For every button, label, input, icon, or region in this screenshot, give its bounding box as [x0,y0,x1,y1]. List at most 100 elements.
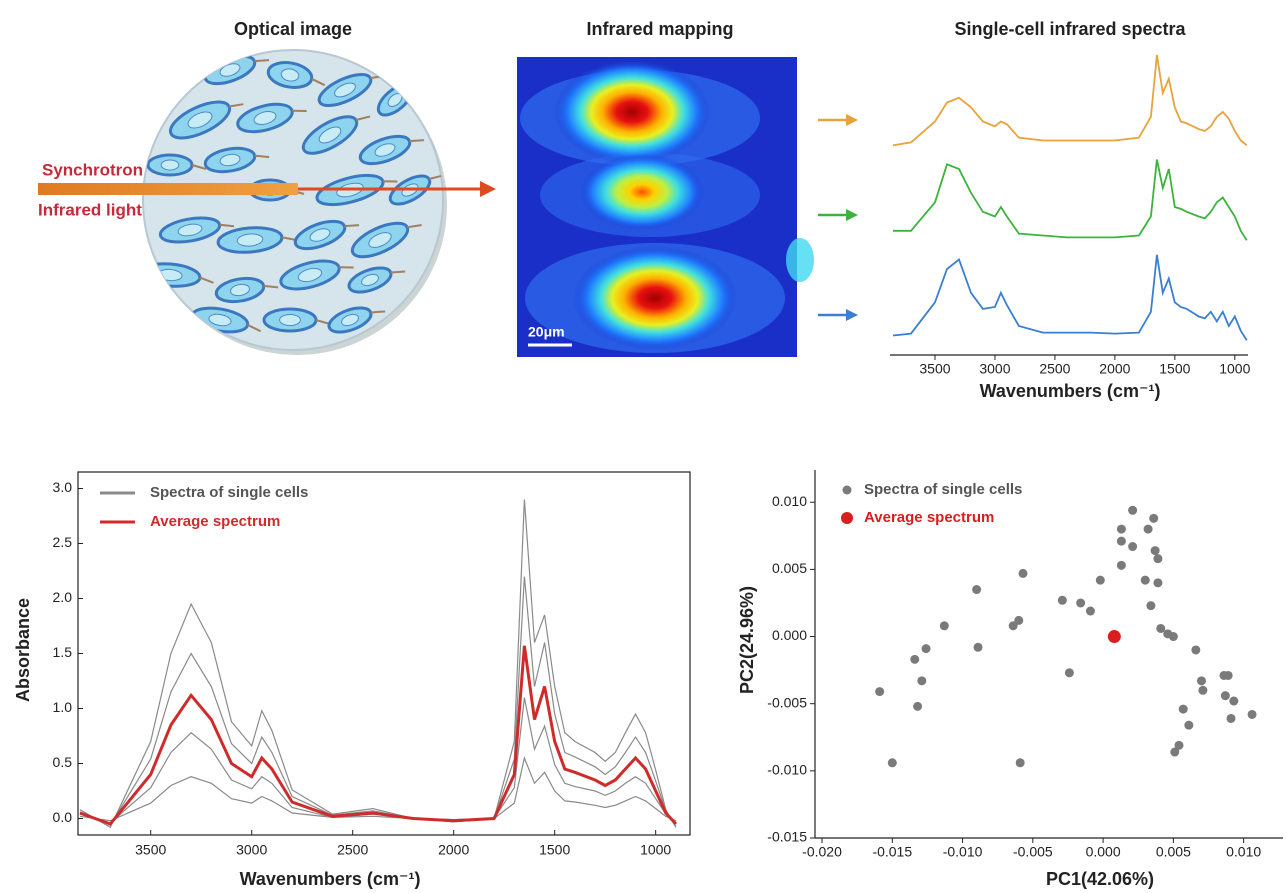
x-tick-label: 3500 [919,361,950,377]
point [1014,616,1023,625]
point [1170,748,1179,757]
x-tick-label: -0.010 [943,844,983,860]
x-tick-label: 1000 [1219,361,1250,377]
spectrum-line [893,55,1247,145]
legend-swatch [843,486,852,495]
point [1151,546,1160,555]
y-tick-label: 0.010 [772,493,807,509]
point [1221,691,1230,700]
point [1128,506,1137,515]
point [1117,561,1126,570]
x-tick-label: 2500 [337,842,368,858]
point [1149,514,1158,523]
nucleus [167,69,194,91]
y-tick-label: 0.5 [53,754,73,770]
x-tick-label: 1000 [640,842,671,858]
spectrum-line [80,646,676,824]
arrow-head [480,181,496,197]
point [1016,758,1025,767]
y-tick-label: 0.0 [53,809,73,825]
point [1019,569,1028,578]
point [1128,542,1137,551]
point [917,676,926,685]
point [910,655,919,664]
beam [38,183,298,195]
point [940,621,949,630]
arrow-head [846,209,858,221]
point [1184,721,1193,730]
y-tick-label: 0.000 [772,627,807,643]
nucleus [161,160,179,170]
y-tick-label: 3.0 [53,479,73,495]
y-axis-label: PC2(24.96%) [737,586,757,694]
x-axis-label: Wavenumbers (cm⁻¹) [240,869,421,889]
point [922,644,931,653]
y-tick-label: 1.5 [53,644,73,660]
point [1117,525,1126,534]
x-tick-label: 3000 [979,361,1010,377]
legend-label: Spectra of single cells [150,484,308,501]
cell-tail [410,78,423,90]
point [888,758,897,767]
heatmap-blob [580,154,704,230]
arrow-head [846,309,858,321]
scale-label: 20μm [528,324,565,340]
point [1224,671,1233,680]
y-tick-label: 0.005 [772,560,807,576]
nucleus [280,315,301,326]
x-tick-label: 1500 [539,842,570,858]
point [1058,596,1067,605]
point [1108,630,1121,643]
point [1146,601,1155,610]
y-tick-label: 1.0 [53,699,73,715]
x-tick-label: 2500 [1039,361,1070,377]
point [1086,607,1095,616]
legend-label: Average spectrum [864,509,994,526]
legend-swatch [841,512,853,524]
spectrum-line [893,160,1247,241]
x-tick-label: 3000 [236,842,267,858]
heatmap-blob [573,246,737,350]
point [1144,525,1153,534]
x-axis-label: PC1(42.06%) [1046,869,1154,889]
point [1153,578,1162,587]
figure: Optical image Synchrotron Infrared light… [0,0,1286,893]
y-tick-label: 2.0 [53,589,73,605]
legend-label: Spectra of single cells [864,481,1022,498]
point [1065,668,1074,677]
legend-label: Average spectrum [150,513,280,530]
point [1096,576,1105,585]
beam-label: Infrared light [38,200,142,219]
y-tick-label: -0.015 [767,829,807,845]
x-tick-label: 2000 [1099,361,1130,377]
panel-title: Infrared mapping [586,19,733,39]
heatmap-edge [786,238,814,282]
point [974,643,983,652]
point [1227,714,1236,723]
x-tick-label: 0.010 [1226,844,1261,860]
x-tick-label: 3500 [135,842,166,858]
x-tick-label: 2000 [438,842,469,858]
x-tick-label: 0.000 [1086,844,1121,860]
point [1197,676,1206,685]
point [1191,645,1200,654]
point [875,687,884,696]
panel-title: Optical image [234,19,352,39]
y-tick-label: -0.010 [767,762,807,778]
point [1141,576,1150,585]
cell-tail [206,58,220,68]
panel-title: Single-cell infrared spectra [954,19,1186,39]
x-tick-label: -0.005 [1013,844,1053,860]
beam-label: Synchrotron [42,160,143,179]
point [1179,705,1188,714]
point [1153,554,1162,563]
x-tick-label: -0.015 [872,844,912,860]
y-tick-label: 2.5 [53,534,73,550]
heatmap: 20μm [517,57,814,357]
point [972,585,981,594]
point [1169,632,1178,641]
optical-image [139,50,447,355]
x-tick-label: -0.020 [802,844,842,860]
spectrum-line [893,255,1247,340]
point [1248,710,1257,719]
